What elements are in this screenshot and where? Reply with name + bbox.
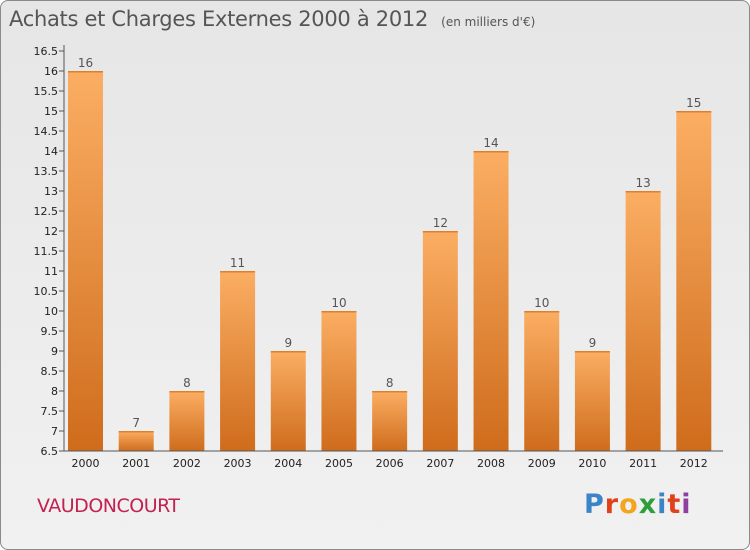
data-label-2011: 13	[635, 176, 650, 190]
data-label-2004: 9	[284, 336, 292, 350]
bar-top-edge-2007	[422, 231, 458, 233]
x-tick-label-2005: 2005	[325, 457, 353, 470]
bar-2004	[270, 351, 306, 451]
bar-2005	[321, 311, 357, 451]
data-label-2000: 16	[78, 56, 93, 70]
logo-letter: o	[619, 489, 639, 520]
data-label-2008: 14	[483, 136, 498, 150]
data-label-2005: 10	[331, 296, 346, 310]
y-tick-label-10: 10	[44, 305, 58, 318]
data-label-2006: 8	[386, 376, 394, 390]
y-tick-label-14: 14	[44, 145, 58, 158]
bar-top-edge-2005	[321, 311, 357, 313]
bar-2011	[625, 191, 661, 451]
bar-2001	[118, 431, 154, 451]
y-tick-label-11: 11	[44, 265, 58, 278]
x-tick-label-2001: 2001	[122, 457, 150, 470]
bar-2006	[372, 391, 408, 451]
logo-letter: i	[657, 489, 668, 520]
y-tick-label-8: 8	[51, 385, 58, 398]
axes: 2000 2001 2002 2003 2004 2005 2006 2007 2008 2009…	[34, 45, 723, 470]
y-tick-label-12.5: 12.5	[34, 205, 59, 218]
y-tick-label-12: 12	[44, 225, 58, 238]
proxiti-logo: Proxiti	[584, 489, 692, 520]
y-tick-label-13: 13	[44, 185, 58, 198]
bar-2002	[169, 391, 205, 451]
y-tick-label-10.5: 10.5	[34, 285, 59, 298]
x-tick-label-2011: 2011	[629, 457, 657, 470]
x-tick-label-2000: 2000	[72, 457, 100, 470]
y-tick-label-9.5: 9.5	[41, 325, 59, 338]
data-label-2001: 7	[132, 416, 140, 430]
y-tick-label-7.5: 7.5	[41, 405, 59, 418]
bar-top-edge-2003	[220, 271, 256, 273]
chart-unit: (en milliers d'€)	[441, 15, 536, 29]
bar-top-edge-2004	[270, 351, 306, 353]
bar-top-edge-2011	[625, 191, 661, 193]
bar-top-edge-2012	[676, 111, 712, 113]
logo-letter: P	[584, 489, 605, 520]
logo-letter: x	[638, 489, 658, 520]
logo-letter: t	[667, 489, 682, 520]
bar-top-edge-2006	[372, 391, 408, 393]
y-tick-label-16: 16	[44, 65, 58, 78]
y-tick-label-11.5: 11.5	[34, 245, 59, 258]
bar-top-edge-2010	[574, 351, 610, 353]
data-label-2003: 11	[230, 256, 245, 270]
bar-2009	[524, 311, 560, 451]
data-label-2009: 10	[534, 296, 549, 310]
y-tick-label-7: 7	[51, 425, 58, 438]
y-tick-label-8.5: 8.5	[41, 365, 59, 378]
x-tick-label-2002: 2002	[173, 457, 201, 470]
x-tick-label-2008: 2008	[477, 457, 505, 470]
logo-letter: i	[681, 489, 692, 520]
data-label-2012: 15	[686, 96, 701, 110]
bar-2012	[676, 111, 712, 451]
bar-top-edge-2001	[118, 431, 154, 433]
title-row: Achats et Charges Externes 2000 à 2012 (…	[9, 7, 535, 31]
data-label-2010: 9	[589, 336, 597, 350]
bar-top-edge-2000	[68, 71, 103, 73]
logo-letter: r	[604, 489, 620, 520]
y-tick-label-14.5: 14.5	[34, 125, 59, 138]
bar-2008	[473, 151, 509, 451]
y-tick-label-15.5: 15.5	[34, 85, 59, 98]
y-tick-label-15: 15	[44, 105, 58, 118]
y-tick-label-9: 9	[51, 345, 58, 358]
x-tick-label-2009: 2009	[528, 457, 556, 470]
bar-2007	[422, 231, 458, 451]
bar-2003	[220, 271, 256, 451]
y-tick-label-13.5: 13.5	[34, 165, 59, 178]
data-label-2002: 8	[183, 376, 191, 390]
bar-top-edge-2002	[169, 391, 205, 393]
bar-top-edge-2008	[473, 151, 509, 153]
y-tick-label-6.5: 6.5	[41, 445, 59, 458]
chart-title: Achats et Charges Externes 2000 à 2012	[9, 7, 429, 31]
x-tick-label-2004: 2004	[274, 457, 302, 470]
data-label-2007: 12	[433, 216, 448, 230]
x-tick-label-2003: 2003	[224, 457, 252, 470]
x-tick-label-2012: 2012	[680, 457, 708, 470]
bar-2010	[574, 351, 610, 451]
x-tick-label-2007: 2007	[426, 457, 454, 470]
bar-2000	[68, 71, 103, 451]
bar-series: 16 7 8 11 9 10 8 12 14 10 9 13 15	[68, 56, 712, 451]
bar-top-edge-2009	[524, 311, 560, 313]
x-tick-label-2006: 2006	[376, 457, 404, 470]
y-tick-label-16.5: 16.5	[34, 45, 59, 58]
town-name: VAUDONCOURT	[37, 495, 180, 517]
x-tick-label-2010: 2010	[578, 457, 606, 470]
